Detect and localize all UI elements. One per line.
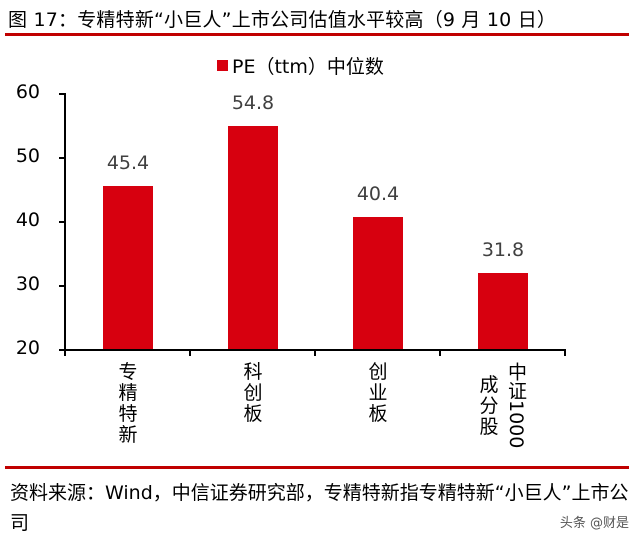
watermark: 头条 @财是: [559, 516, 629, 531]
x-category-label-line1: 中证1000: [505, 362, 527, 449]
source-rule: [5, 466, 629, 469]
legend-swatch: [217, 60, 228, 71]
bar-kechuangban: [228, 126, 278, 349]
x-category-label: 科创板: [243, 361, 263, 425]
legend: PE（ttm）中位数: [217, 52, 384, 79]
x-category-label-line2: 成分股: [479, 374, 499, 438]
x-tick: [564, 349, 566, 356]
source-note: 资料来源：Wind，中信证券研究部，专精特新指专精特新“小巨人”上市公司: [10, 482, 629, 534]
bar-value-label: 54.8: [231, 92, 275, 114]
bar-chuangyeban: [353, 217, 403, 349]
y-axis: [64, 93, 66, 352]
y-tick-label: 30: [15, 273, 40, 295]
x-tick: [189, 349, 191, 356]
legend-label: PE（ttm）中位数: [232, 56, 384, 78]
y-tick: [59, 285, 65, 287]
bar-value-label: 40.4: [356, 183, 400, 205]
x-category-label: 创业板: [368, 361, 388, 425]
x-category-label: 专精特新: [118, 361, 138, 446]
y-tick-label: 50: [15, 145, 40, 167]
y-tick: [59, 221, 65, 223]
title-rule: [5, 33, 629, 36]
x-tick: [314, 349, 316, 356]
bar-zhongzheng1000: [478, 273, 528, 349]
bar-zhuanjingtexin: [103, 186, 153, 349]
y-tick: [59, 93, 65, 95]
bar-value-label: 31.8: [481, 239, 525, 261]
y-tick: [59, 157, 65, 159]
chart-title: 图 17：专精特新“小巨人”上市公司估值水平较高（9 月 10 日）: [8, 9, 557, 31]
x-tick: [439, 349, 441, 356]
bar-value-label: 45.4: [106, 152, 150, 174]
y-tick-label: 60: [15, 81, 40, 103]
x-tick: [64, 349, 66, 356]
y-tick-label: 20: [15, 337, 40, 359]
y-tick: [59, 349, 65, 351]
y-tick-label: 40: [15, 209, 40, 231]
